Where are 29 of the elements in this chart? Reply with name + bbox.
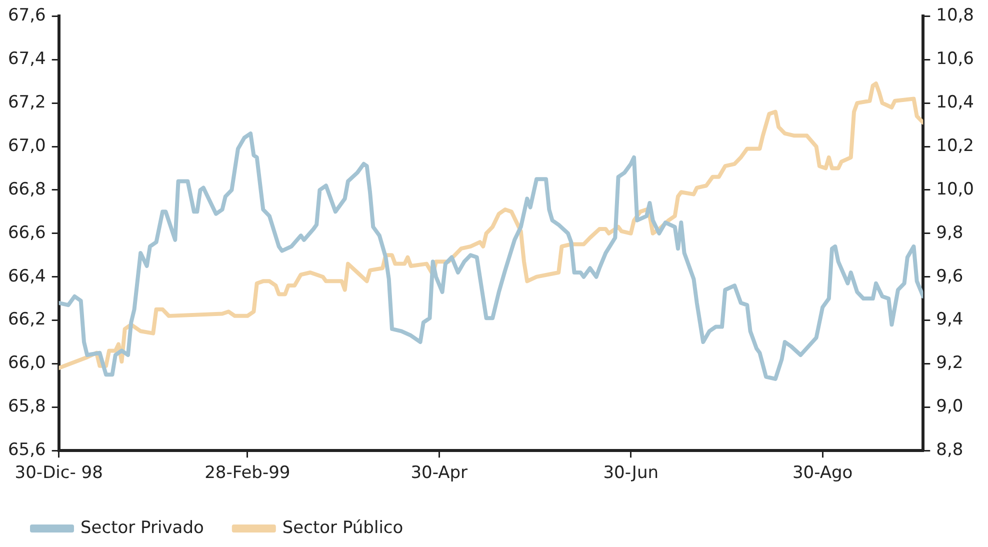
legend-label: Sector Público (282, 518, 404, 538)
y2-tick-label: 10,4 (936, 92, 974, 112)
y2-tick-label: 9,6 (936, 266, 964, 286)
x-tick-label: 30-Jun (603, 463, 658, 484)
legend-label: Sector Privado (80, 518, 204, 538)
y-tick-label: 66,2 (8, 310, 46, 330)
y2-tick-label: 10,0 (936, 179, 974, 200)
y2-tick-label: 10,2 (936, 136, 974, 156)
x-tick-label: 28-Feb-99 (204, 463, 290, 484)
y-tick-label: 67,0 (8, 136, 46, 156)
y2-tick-label: 9,4 (936, 310, 964, 330)
x-tick-label: 30-Ago (792, 463, 853, 484)
y-tick-label: 67,2 (8, 92, 46, 112)
y-tick-label: 67,4 (8, 49, 46, 70)
y-tick-label: 65,6 (8, 440, 46, 460)
y-tick-label: 66,0 (8, 353, 46, 374)
y2-tick-label: 9,0 (936, 396, 964, 417)
y2-tick-label: 9,8 (936, 222, 964, 243)
y2-tick-label: 8,8 (936, 440, 964, 460)
x-tick-label: 30-Dic- 98 (14, 463, 103, 484)
y2-tick-label: 10,6 (936, 49, 974, 70)
x-tick-label: 30-Apr (410, 463, 468, 484)
y-tick-label: 67,6 (8, 6, 46, 26)
y-tick-label: 66,6 (8, 222, 46, 243)
y2-tick-label: 9,2 (936, 353, 964, 374)
y-tick-label: 66,8 (8, 179, 46, 200)
y-tick-label: 66,4 (8, 266, 46, 286)
y2-tick-label: 10,8 (936, 6, 974, 26)
y-tick-label: 65,8 (8, 396, 46, 417)
